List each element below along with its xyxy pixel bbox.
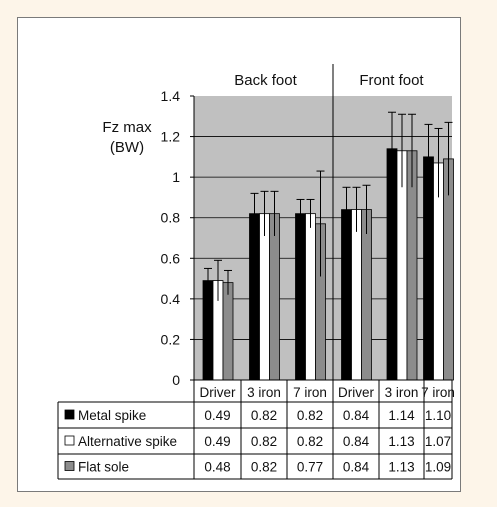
bar xyxy=(269,213,280,381)
category-label: 7 iron xyxy=(421,385,455,400)
data-label: 0.49 xyxy=(204,434,230,449)
data-label: 0.84 xyxy=(343,434,370,449)
chart: 0 0.2 0.4 0.6 0.8 1 1.2 1.4 Fz max (BW) Back foot F… xyxy=(57,64,455,480)
legend-label: Alternative spike xyxy=(78,434,177,449)
data-label: 0.84 xyxy=(343,408,370,423)
bar xyxy=(222,282,234,381)
y-tick-label: 0.4 xyxy=(161,291,181,307)
category-label: 7 iron xyxy=(293,385,327,400)
y-tick-label: 0.8 xyxy=(161,210,181,226)
bar xyxy=(361,209,372,381)
y-tick-label: 0.2 xyxy=(161,331,181,347)
category-label: Driver xyxy=(338,385,375,400)
data-label: 1.10 xyxy=(425,408,451,423)
data-label: 1.14 xyxy=(388,408,415,423)
legend-label: Metal spike xyxy=(78,408,146,423)
figure-frame: 0 0.2 0.4 0.6 0.8 1 1.2 1.4 Fz max (BW) Back foot F… xyxy=(17,17,461,492)
y-tick-label: 0 xyxy=(172,372,180,388)
y-axis-label: Fz max xyxy=(102,119,152,136)
bar xyxy=(202,280,214,381)
data-label: 1.09 xyxy=(425,460,451,475)
y-tick-label: 1 xyxy=(172,169,180,185)
bar xyxy=(249,213,260,381)
y-tick-label: 1.4 xyxy=(161,88,181,104)
group-label: Front foot xyxy=(359,72,424,89)
data-label: 0.84 xyxy=(343,460,370,475)
bar xyxy=(351,209,362,381)
group-label: Back foot xyxy=(234,72,297,89)
category-label: Driver xyxy=(200,385,237,400)
legend-label: Flat sole xyxy=(78,460,129,475)
y-tick-label: 1.2 xyxy=(161,129,181,145)
y-axis-label: (BW) xyxy=(110,139,144,156)
data-label: 0.48 xyxy=(204,460,230,475)
data-label: 1.13 xyxy=(388,460,414,475)
bar xyxy=(259,213,270,381)
data-label: 1.13 xyxy=(388,434,414,449)
category-label: 3 iron xyxy=(247,385,281,400)
bar xyxy=(423,156,434,381)
data-label: 0.82 xyxy=(251,434,277,449)
data-label: 0.82 xyxy=(251,460,277,475)
bar xyxy=(295,213,306,381)
legend-swatch xyxy=(64,409,75,420)
y-tick-label: 0.6 xyxy=(161,250,181,266)
data-label: 0.82 xyxy=(297,434,323,449)
data-label: 0.77 xyxy=(297,460,323,475)
data-label: 1.07 xyxy=(425,434,451,449)
data-label: 0.82 xyxy=(251,408,277,423)
bar xyxy=(305,213,316,381)
data-label: 0.82 xyxy=(297,408,323,423)
data-label: 0.49 xyxy=(204,408,230,423)
category-label: 3 iron xyxy=(385,385,419,400)
legend-swatch xyxy=(64,461,75,471)
legend-swatch xyxy=(64,435,75,446)
bar xyxy=(341,209,352,381)
